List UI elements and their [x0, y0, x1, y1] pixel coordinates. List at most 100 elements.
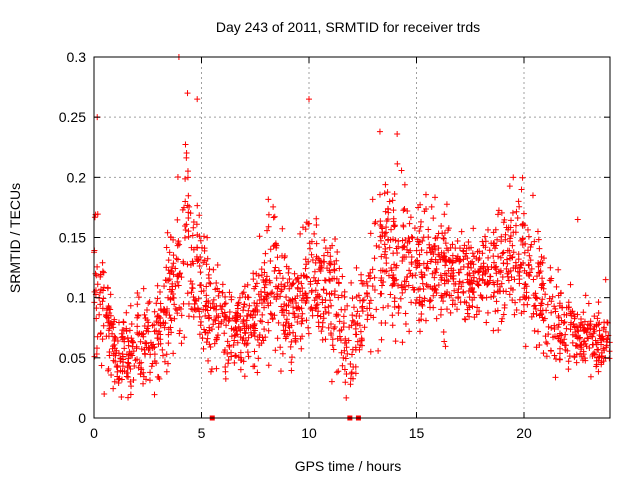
data-point: [438, 306, 445, 313]
data-point: [389, 312, 396, 319]
data-point: [170, 252, 177, 259]
data-point: [555, 324, 562, 331]
data-point: [248, 332, 255, 339]
data-point: [519, 222, 526, 229]
data-point: [215, 292, 222, 299]
data-point: [256, 342, 263, 349]
data-point: [524, 247, 531, 254]
data-point: [498, 318, 505, 325]
data-point: [514, 268, 521, 275]
data-point: [584, 326, 591, 333]
data-point: [232, 325, 239, 332]
data-point: [506, 183, 513, 190]
data-point: [182, 227, 189, 234]
data-point: [417, 223, 424, 230]
data-point: [171, 301, 178, 308]
data-point: [273, 275, 280, 282]
data-point: [567, 326, 574, 333]
data-point: [273, 244, 280, 251]
data-point: [446, 292, 453, 299]
data-point: [570, 310, 577, 317]
data-point: [371, 274, 378, 281]
data-point: [414, 262, 421, 269]
data-point: [331, 266, 338, 273]
data-point: [302, 290, 309, 297]
data-point: [200, 259, 207, 266]
data-point: [180, 300, 187, 307]
data-point: [127, 391, 134, 398]
data-point: [591, 313, 598, 320]
data-point: [210, 321, 217, 328]
data-point: [264, 227, 271, 234]
data-point: [525, 233, 532, 240]
data-point: [247, 311, 254, 318]
data-point: [553, 283, 560, 290]
data-point: [525, 261, 532, 268]
data-point: [411, 225, 418, 232]
data-point: [184, 261, 191, 268]
data-point: [265, 196, 272, 203]
data-point: [501, 301, 508, 308]
data-point: [520, 259, 527, 266]
data-point: [119, 363, 126, 370]
data-point: [396, 304, 403, 311]
data-point: [231, 359, 238, 366]
data-point: [240, 335, 247, 342]
data-point: [598, 361, 605, 368]
data-point: [445, 278, 452, 285]
data-point: [99, 298, 106, 305]
data-point: [281, 331, 288, 338]
data-point: [495, 327, 502, 334]
data-point: [288, 354, 295, 361]
data-point: [91, 214, 98, 221]
data-point: [555, 313, 562, 320]
data-point: [222, 300, 229, 307]
data-point: [329, 242, 336, 249]
data-point: [521, 249, 528, 256]
data-point: [226, 342, 233, 349]
data-point: [211, 340, 218, 347]
data-point: [427, 284, 434, 291]
data-point: [587, 373, 594, 380]
data-point: [91, 288, 98, 295]
data-point: [235, 299, 242, 306]
data-point: [157, 300, 164, 307]
data-point: [111, 345, 118, 352]
data-point: [129, 352, 136, 359]
data-point: [251, 285, 258, 292]
data-point: [98, 362, 105, 369]
data-point: [181, 334, 188, 341]
data-point: [298, 297, 305, 304]
data-point: [271, 213, 278, 220]
data-point: [416, 227, 423, 234]
data-point: [519, 174, 526, 181]
y-tick-label: 0.2: [67, 169, 87, 185]
data-point: [198, 288, 205, 295]
data-point: [250, 363, 257, 370]
data-point: [442, 343, 449, 350]
data-point: [391, 261, 398, 268]
data-point: [187, 278, 194, 285]
data-point: [197, 254, 204, 261]
data-point: [328, 378, 335, 385]
data-point: [167, 234, 174, 241]
data-point: [432, 259, 439, 266]
data-point: [359, 303, 366, 310]
data-point: [339, 362, 346, 369]
data-point: [542, 291, 549, 298]
data-point: [378, 336, 385, 343]
data-point: [582, 357, 589, 364]
data-point: [147, 369, 154, 376]
data-point: [376, 191, 383, 198]
data-point: [204, 255, 211, 262]
data-point: [233, 314, 240, 321]
data-point: [391, 223, 398, 230]
data-point: [193, 255, 200, 262]
data-point: [384, 216, 391, 223]
y-tick-label: 0.1: [67, 290, 87, 306]
data-point: [440, 252, 447, 259]
data-point: [215, 320, 222, 327]
data-point: [581, 338, 588, 345]
data-point: [250, 270, 257, 277]
